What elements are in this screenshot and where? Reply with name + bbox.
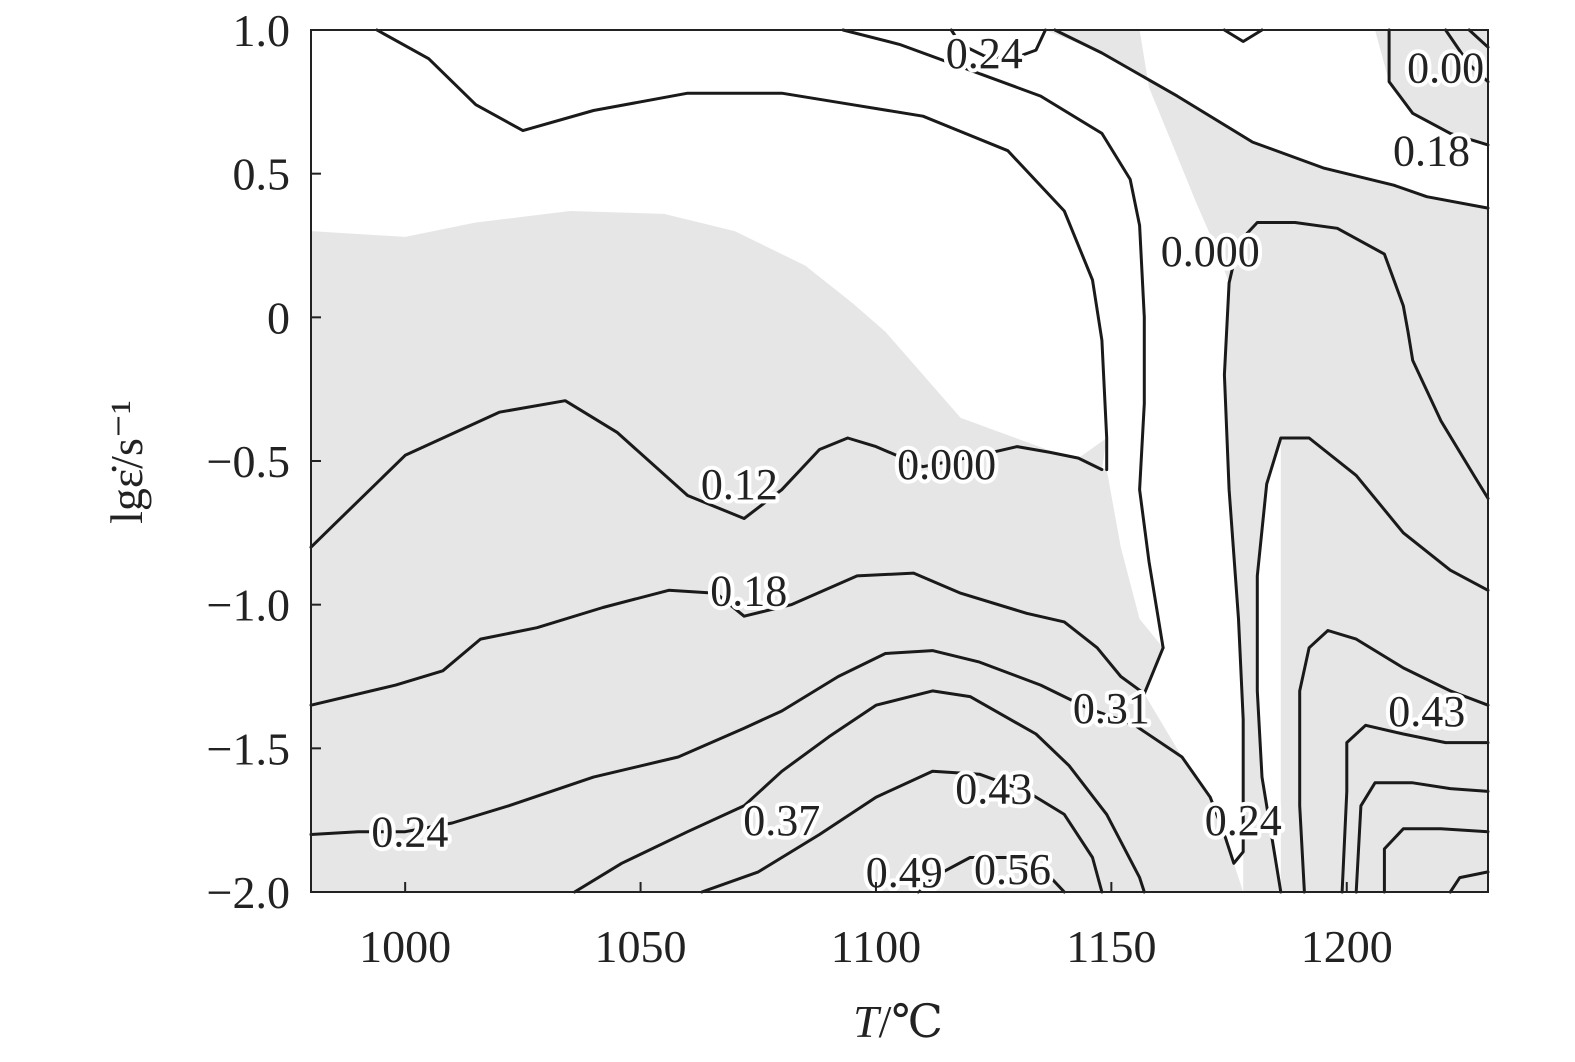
x-axis-title: T/℃ bbox=[853, 996, 943, 1047]
contour-label-12: 0.37 bbox=[743, 796, 820, 845]
contour-line-0_31-13 bbox=[1298, 629, 1490, 894]
y-tick-label-4: −1.0 bbox=[207, 580, 290, 631]
contour-label-1: 0.00 bbox=[1407, 43, 1484, 92]
y-tick-label-6: −2.0 bbox=[207, 867, 290, 918]
contour-label-4: 0.000 bbox=[897, 440, 996, 489]
contour-line-0_43-15 bbox=[916, 856, 1066, 894]
shaded-region-2 bbox=[1045, 30, 1488, 892]
contour-line-0_31-11 bbox=[573, 689, 1146, 894]
x-tick-label-1100: 1100 bbox=[831, 921, 921, 972]
contour-label-10: 0.24 bbox=[1205, 796, 1282, 845]
y-tick-label-2: 0 bbox=[267, 292, 290, 343]
contour-line-0_000-4 bbox=[1387, 28, 1490, 147]
contour-line-0_12-1 bbox=[375, 28, 1109, 472]
contour-label-2: 0.18 bbox=[1393, 127, 1470, 176]
x-axis: 1000 1050 1100 1150 1200 bbox=[359, 882, 1393, 972]
contour-label-11: 0.24 bbox=[371, 808, 448, 857]
contour-line-0_49-18 bbox=[1382, 827, 1490, 894]
contour-label-3: 0.000 bbox=[1161, 227, 1260, 276]
contour-line-0_37-14 bbox=[700, 769, 1104, 894]
shaded-region-3 bbox=[1375, 30, 1488, 145]
x-tick-label-1000: 1000 bbox=[359, 921, 451, 972]
contour-label-6: 0.18 bbox=[710, 566, 787, 615]
contour-label-14: 0.56 bbox=[974, 845, 1051, 894]
contour-line-0_56-19 bbox=[1448, 870, 1490, 894]
y-tick-label-3: −0.5 bbox=[207, 436, 290, 487]
x-tick-label-1200: 1200 bbox=[1301, 921, 1393, 972]
contour-line-0_18-2 bbox=[841, 28, 1165, 650]
x-axis-unit: /℃ bbox=[879, 996, 943, 1047]
contour-label-8: 0.43 bbox=[1388, 687, 1465, 736]
contour-line-0_000-8 bbox=[309, 399, 1104, 549]
contour-line-0_000-3 bbox=[1053, 28, 1490, 210]
y-tick-label-0: 1.0 bbox=[233, 5, 291, 56]
contour-lines bbox=[309, 28, 1490, 894]
contour-line-0_000-5 bbox=[1444, 28, 1490, 84]
y-tick-label-1: 0.5 bbox=[233, 149, 291, 200]
contour-label-9: 0.43 bbox=[955, 765, 1032, 814]
contour-line-0_37-16 bbox=[1340, 723, 1490, 894]
contour-label-13: 0.49 bbox=[866, 848, 943, 897]
shaded-regions bbox=[311, 30, 1488, 892]
contour-line-0_18-9 bbox=[309, 571, 1165, 707]
shaded-region-0 bbox=[311, 211, 1107, 548]
x-tick-label-1150: 1150 bbox=[1066, 921, 1156, 972]
contour-label-7: 0.31 bbox=[1073, 684, 1150, 733]
contour-label-5: 0.12 bbox=[701, 460, 778, 509]
shaded-region-1 bbox=[311, 400, 1244, 892]
y-axis: 1.0 0.5 0 −0.5 −1.0 −1.5 −2.0 bbox=[207, 5, 321, 918]
y-axis-title: lgε̇/s⁻¹ bbox=[101, 400, 152, 524]
contour-line-0_000-6 bbox=[1467, 28, 1490, 49]
contour-line-0_24-12 bbox=[1255, 436, 1490, 894]
contour-line-0_24-0 bbox=[949, 28, 1047, 61]
contour-line-0_43-17 bbox=[1354, 781, 1490, 894]
shaded-region-4 bbox=[1280, 438, 1488, 892]
contour-line-0_000-7 bbox=[1222, 28, 1264, 43]
x-axis-variable: T bbox=[853, 996, 882, 1047]
y-tick-label-5: −1.5 bbox=[207, 723, 290, 774]
contour-line-0_24-10 bbox=[309, 221, 1490, 865]
x-tick-label-1050: 1050 bbox=[595, 921, 687, 972]
contour-label-0: 0.24 bbox=[946, 29, 1023, 78]
